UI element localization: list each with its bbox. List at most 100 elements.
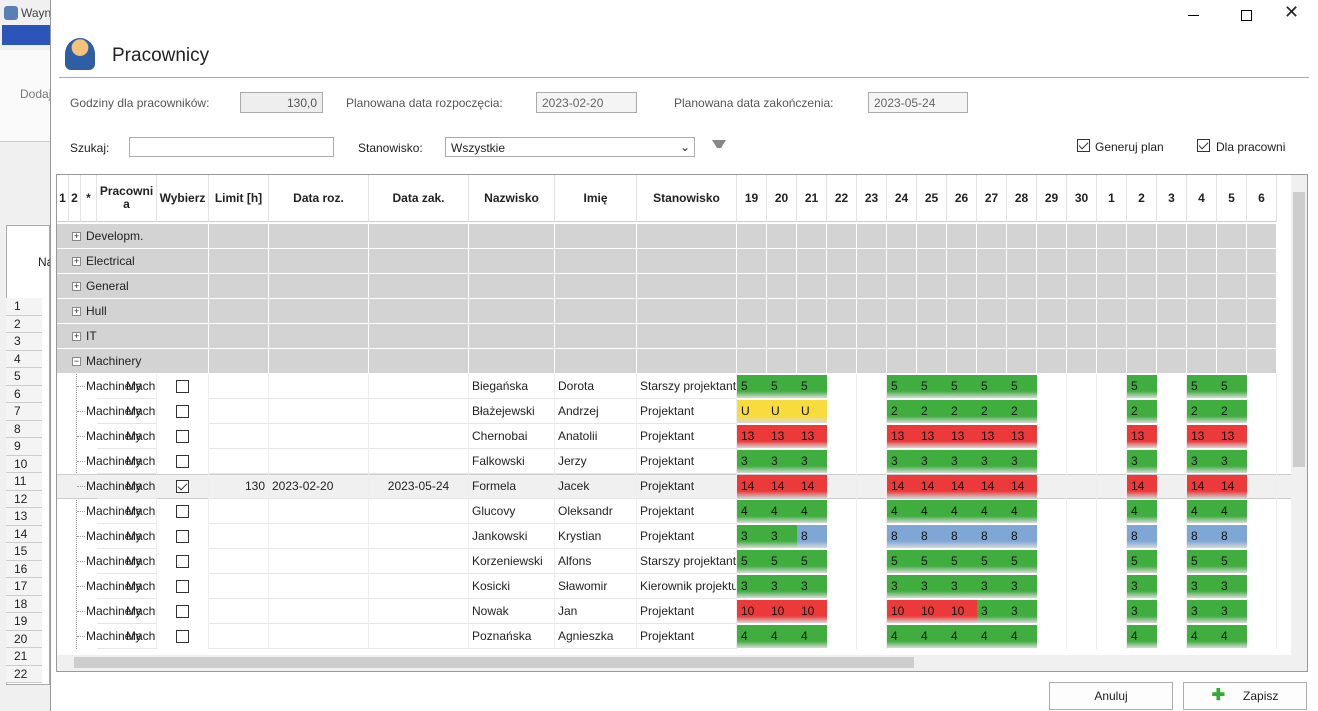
column-header[interactable]: Imię: [555, 175, 637, 222]
column-header[interactable]: 24: [887, 175, 917, 222]
group-label[interactable]: IT: [86, 329, 97, 343]
group-cell: [857, 224, 887, 249]
day-cell: 4: [1007, 625, 1037, 648]
column-header[interactable]: Wybierz: [157, 175, 209, 222]
expand-toggle[interactable]: −: [72, 356, 81, 366]
bg-add[interactable]: Dodaj: [20, 87, 52, 101]
column-header[interactable]: 4: [1187, 175, 1217, 222]
column-header[interactable]: 20: [767, 175, 797, 222]
filter-clear[interactable]: [712, 140, 726, 154]
start-date[interactable]: 2023-02-20: [536, 92, 637, 113]
column-header[interactable]: 22: [827, 175, 857, 222]
expand-toggle[interactable]: +: [72, 331, 81, 341]
separator: [59, 77, 1309, 78]
group-label[interactable]: Hull: [86, 304, 107, 318]
column-header[interactable]: 5: [1217, 175, 1247, 222]
select-checkbox[interactable]: [176, 430, 189, 443]
department-cell: Machinery: [86, 454, 142, 468]
expand-toggle[interactable]: +: [72, 306, 81, 316]
day-cell: [857, 449, 887, 474]
select-checkbox[interactable]: [176, 630, 189, 643]
end-date[interactable]: 2023-05-24: [868, 92, 968, 113]
group-cell: [977, 249, 1007, 274]
search-input[interactable]: [129, 137, 334, 157]
group-cell: [917, 249, 947, 274]
end-cell: [369, 524, 469, 549]
select-checkbox[interactable]: [176, 455, 189, 468]
day-cell: [827, 549, 857, 574]
column-header[interactable]: 23: [857, 175, 887, 222]
column-header[interactable]: 28: [1007, 175, 1037, 222]
select-checkbox[interactable]: [176, 530, 189, 543]
group-cell: [369, 299, 469, 324]
minimize[interactable]: [1188, 15, 1199, 16]
column-header[interactable]: Pracownia: [97, 175, 157, 222]
group-cell: [1217, 249, 1247, 274]
expand-toggle[interactable]: +: [72, 281, 81, 291]
expand-toggle[interactable]: +: [72, 256, 81, 266]
column-header[interactable]: Data roz.: [269, 175, 369, 222]
column-header[interactable]: 21: [797, 175, 827, 222]
day-cell: [1037, 449, 1067, 474]
column-header[interactable]: 1: [1097, 175, 1127, 222]
group-label[interactable]: Machinery: [86, 354, 142, 368]
group-label[interactable]: Electrical: [86, 254, 135, 268]
select-checkbox[interactable]: [176, 480, 189, 493]
save-button[interactable]: ✚ Zapisz: [1183, 682, 1307, 710]
day-cell: [1157, 549, 1187, 574]
day-cell: 3: [767, 450, 797, 473]
maximize[interactable]: [1241, 10, 1252, 21]
day-cell: 8: [1007, 525, 1037, 548]
v-scrollbar[interactable]: [1291, 175, 1307, 655]
day-cell: 4: [1187, 625, 1217, 648]
column-header[interactable]: 30: [1067, 175, 1097, 222]
select-checkbox[interactable]: [176, 405, 189, 418]
group-cell: [637, 349, 737, 374]
group-label[interactable]: Developm.: [86, 229, 144, 243]
bg-row-number: 17: [6, 578, 42, 596]
save-label: Zapisz: [1243, 689, 1279, 703]
select-checkbox[interactable]: [176, 505, 189, 518]
bg-row-number: 6: [6, 385, 42, 403]
column-header[interactable]: 25: [917, 175, 947, 222]
combo-arrow[interactable]: ⌄: [680, 140, 691, 154]
column-header[interactable]: Stanowisko: [637, 175, 737, 222]
column-header[interactable]: Limit [h]: [209, 175, 269, 222]
generate-checkbox[interactable]: [1077, 139, 1090, 152]
column-header[interactable]: 19: [737, 175, 767, 222]
group-cell: [977, 299, 1007, 324]
group-cell: [767, 224, 797, 249]
column-header[interactable]: 27: [977, 175, 1007, 222]
column-header[interactable]: 3: [1157, 175, 1187, 222]
day-cell: 3: [947, 450, 977, 473]
expand-toggle[interactable]: +: [72, 231, 81, 241]
column-header[interactable]: 26: [947, 175, 977, 222]
bg-menu-button[interactable]: [2, 25, 50, 45]
column-header[interactable]: Data zak.: [369, 175, 469, 222]
column-header[interactable]: 2: [69, 175, 81, 222]
day-cell: U: [767, 400, 797, 423]
h-scrollbar[interactable]: [57, 655, 1291, 670]
for-workers-label[interactable]: Dla pracowni: [1216, 140, 1286, 154]
select-checkbox[interactable]: [176, 605, 189, 618]
select-checkbox[interactable]: [176, 580, 189, 593]
column-header[interactable]: 29: [1037, 175, 1067, 222]
select-checkbox[interactable]: [176, 380, 189, 393]
day-cell: 3: [1217, 600, 1247, 623]
column-header[interactable]: 2: [1127, 175, 1157, 222]
select-checkbox[interactable]: [176, 555, 189, 568]
for-workers-checkbox[interactable]: [1197, 139, 1210, 152]
surname-cell: Biegańska: [469, 374, 555, 399]
group-label[interactable]: General: [86, 279, 129, 293]
column-header[interactable]: *: [81, 175, 97, 222]
close[interactable]: ✕: [1284, 2, 1300, 22]
column-header[interactable]: 6: [1247, 175, 1277, 222]
department-cell: Machinery: [97, 449, 157, 474]
position-combo[interactable]: Wszystkie: [445, 137, 695, 157]
hours-input[interactable]: 130,0: [240, 92, 323, 113]
position-cell: Projektant: [637, 474, 737, 499]
generate-label[interactable]: Generuj plan: [1095, 140, 1164, 154]
column-header[interactable]: 1: [57, 175, 69, 222]
column-header[interactable]: Nazwisko: [469, 175, 555, 222]
cancel-button[interactable]: Anuluj: [1049, 682, 1173, 710]
